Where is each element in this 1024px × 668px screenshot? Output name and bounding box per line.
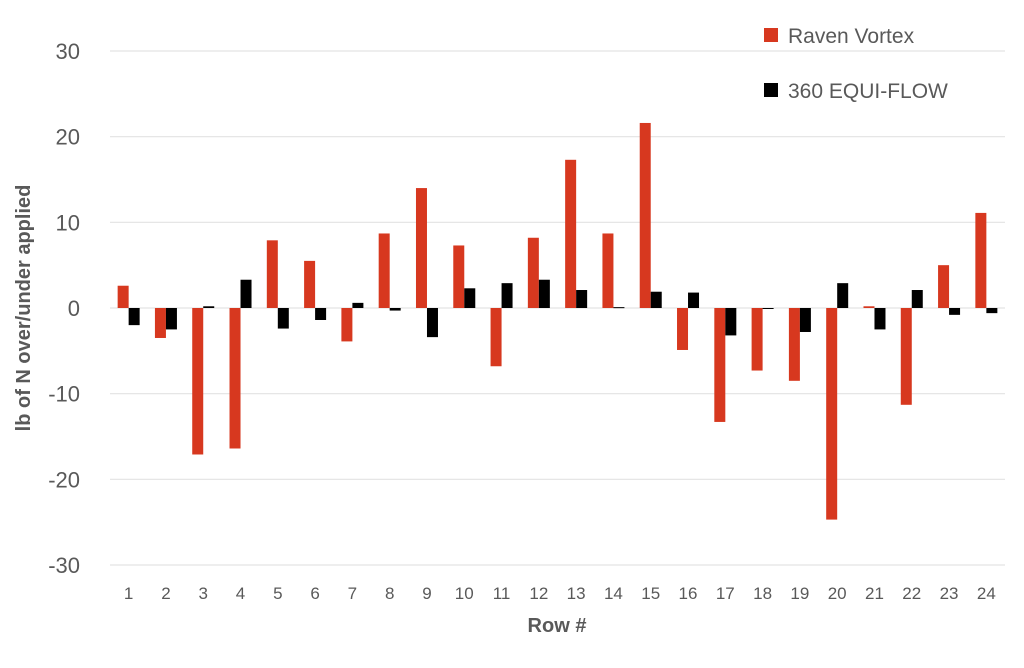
bar-raven-vortex-row-20 [826, 308, 838, 520]
bars [117, 122, 998, 520]
x-tick-label: 10 [455, 584, 474, 603]
x-tick-label: 19 [790, 584, 809, 603]
bar-raven-vortex-row-19 [788, 308, 800, 381]
x-tick-label: 3 [198, 584, 207, 603]
y-tick-label: 30 [56, 39, 80, 64]
legend-label-360-equi-flow: 360 EQUI-FLOW [788, 80, 948, 103]
x-tick-label: 23 [940, 584, 959, 603]
bar-360-equi-flow-row-11 [501, 283, 513, 308]
x-tick-label: 16 [679, 584, 698, 603]
bar-360-equi-flow-row-20 [837, 283, 849, 308]
bar-360-equi-flow-row-3 [203, 306, 215, 308]
x-axis-label: Row # [528, 615, 587, 637]
x-tick-label: 17 [716, 584, 735, 603]
bar-360-equi-flow-row-10 [464, 288, 476, 308]
bar-360-equi-flow-row-21 [874, 308, 886, 330]
bar-raven-vortex-row-16 [677, 308, 689, 350]
bar-360-equi-flow-row-23 [949, 308, 961, 315]
y-tick-label: 0 [68, 296, 80, 321]
bar-360-equi-flow-row-18 [762, 308, 774, 309]
bar-360-equi-flow-row-17 [725, 308, 737, 336]
bar-raven-vortex-row-12 [527, 237, 539, 308]
gridlines [110, 50, 1005, 566]
bar-raven-vortex-row-9 [415, 188, 427, 308]
bar-raven-vortex-row-18 [751, 308, 763, 371]
y-tick-label: 20 [56, 125, 80, 150]
x-tick-label: 9 [422, 584, 431, 603]
legend-label-raven-vortex: Raven Vortex [788, 25, 915, 48]
y-tick-label: -30 [48, 553, 80, 578]
x-tick-label: 15 [641, 584, 660, 603]
bar-360-equi-flow-row-7 [352, 302, 364, 308]
legend-swatch-raven-vortex [764, 28, 778, 42]
y-axis-label: lb of N over/under applied [13, 185, 35, 432]
x-tick-label: 18 [753, 584, 772, 603]
bar-raven-vortex-row-2 [154, 308, 166, 338]
bar-raven-vortex-row-3 [192, 308, 204, 455]
x-tick-label: 8 [385, 584, 394, 603]
x-tick-label: 2 [161, 584, 170, 603]
bar-raven-vortex-row-4 [229, 308, 241, 449]
bar-raven-vortex-row-8 [378, 233, 390, 308]
x-tick-label: 5 [273, 584, 282, 603]
x-axis-ticks: 1 2 3 4 5 6 7 8 9 10 11 12 13 14 15 16 17 18 19 20 21 22 23 24 [124, 584, 996, 603]
x-tick-label: 21 [865, 584, 884, 603]
bar-raven-vortex-row-22 [900, 308, 912, 405]
bar-raven-vortex-row-14 [602, 233, 614, 308]
x-tick-label: 20 [828, 584, 847, 603]
y-tick-label: -20 [48, 467, 80, 492]
x-tick-label: 24 [977, 584, 996, 603]
bar-raven-vortex-row-5 [266, 240, 278, 308]
x-tick-label: 14 [604, 584, 623, 603]
bar-raven-vortex-row-24 [975, 212, 987, 308]
bar-raven-vortex-row-21 [863, 306, 875, 308]
bar-raven-vortex-row-17 [714, 308, 726, 422]
y-axis-ticks: 30 20 10 0 -10 -20 -30 [48, 39, 80, 578]
y-tick-label: -10 [48, 382, 80, 407]
bar-360-equi-flow-row-4 [240, 279, 252, 308]
x-tick-label: 7 [348, 584, 357, 603]
bar-raven-vortex-row-11 [490, 308, 502, 367]
bar-raven-vortex-row-23 [938, 265, 950, 308]
bar-360-equi-flow-row-16 [688, 292, 700, 308]
bar-raven-vortex-row-10 [453, 245, 465, 308]
bar-360-equi-flow-row-12 [538, 279, 550, 308]
bar-360-equi-flow-row-19 [799, 308, 811, 332]
bar-360-equi-flow-row-8 [389, 308, 401, 311]
bar-360-equi-flow-row-22 [911, 290, 923, 308]
bar-360-equi-flow-row-14 [613, 307, 625, 309]
bar-360-equi-flow-row-24 [986, 308, 998, 314]
x-tick-label: 6 [310, 584, 319, 603]
bar-360-equi-flow-row-6 [315, 308, 327, 320]
bar-360-equi-flow-row-9 [426, 308, 438, 338]
bar-raven-vortex-row-15 [639, 122, 651, 309]
x-tick-label: 12 [529, 584, 548, 603]
bar-360-equi-flow-row-2 [165, 308, 177, 330]
bar-raven-vortex-row-13 [565, 159, 577, 308]
bar-raven-vortex-row-1 [117, 285, 129, 308]
legend-swatch-360-equi-flow [764, 83, 778, 97]
bar-360-equi-flow-row-15 [650, 291, 662, 308]
bar-360-equi-flow-row-1 [128, 308, 140, 326]
x-tick-label: 13 [567, 584, 586, 603]
x-tick-label: 4 [236, 584, 245, 603]
x-tick-label: 22 [902, 584, 921, 603]
bar-360-equi-flow-row-5 [277, 308, 289, 329]
legend: Raven Vortex 360 EQUI-FLOW [764, 25, 948, 103]
x-tick-label: 1 [124, 584, 133, 603]
bar-raven-vortex-row-6 [304, 260, 316, 308]
bar-360-equi-flow-row-13 [576, 290, 588, 308]
y-tick-label: 10 [56, 210, 80, 235]
x-tick-label: 11 [493, 584, 511, 603]
bar-raven-vortex-row-7 [341, 308, 353, 342]
